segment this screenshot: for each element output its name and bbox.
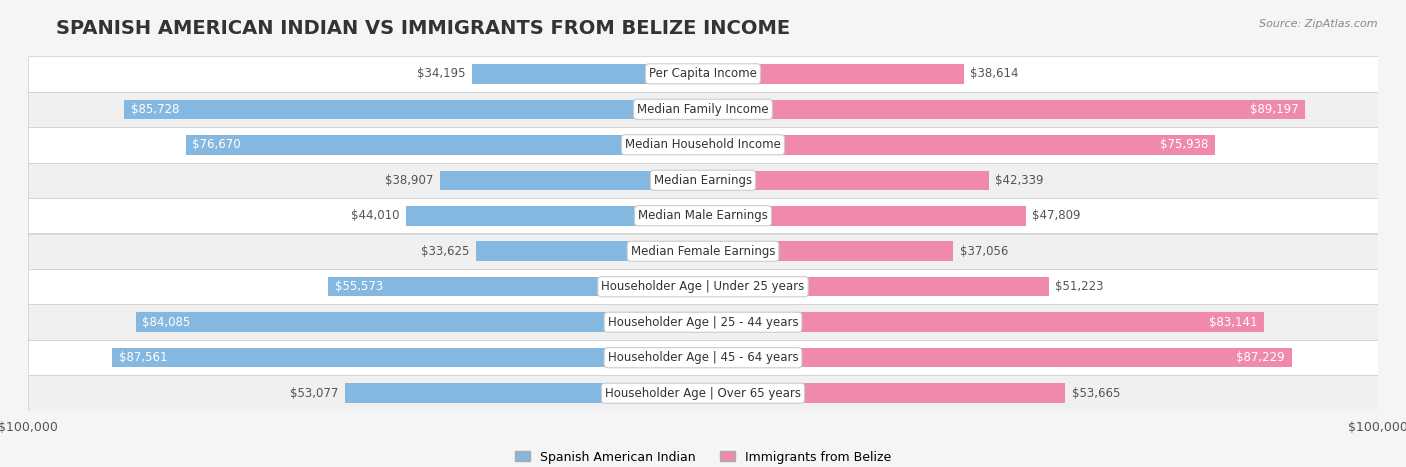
Text: $85,728: $85,728 bbox=[131, 103, 180, 116]
Text: $55,573: $55,573 bbox=[335, 280, 382, 293]
Bar bbox=[135, 312, 703, 332]
Bar bbox=[28, 304, 1378, 340]
Text: Per Capita Income: Per Capita Income bbox=[650, 67, 756, 80]
Text: $53,077: $53,077 bbox=[290, 387, 337, 400]
Text: Householder Age | Under 25 years: Householder Age | Under 25 years bbox=[602, 280, 804, 293]
Bar bbox=[344, 383, 703, 403]
Bar bbox=[703, 99, 1305, 119]
Bar bbox=[28, 375, 1378, 411]
Text: $51,223: $51,223 bbox=[1056, 280, 1104, 293]
Bar bbox=[703, 135, 1216, 155]
Bar bbox=[703, 170, 988, 190]
Bar bbox=[440, 170, 703, 190]
Text: $89,197: $89,197 bbox=[1250, 103, 1298, 116]
Text: $87,561: $87,561 bbox=[120, 351, 167, 364]
Bar bbox=[28, 198, 1378, 234]
Bar bbox=[112, 348, 703, 368]
Text: Median Family Income: Median Family Income bbox=[637, 103, 769, 116]
Text: SPANISH AMERICAN INDIAN VS IMMIGRANTS FROM BELIZE INCOME: SPANISH AMERICAN INDIAN VS IMMIGRANTS FR… bbox=[56, 19, 790, 38]
Bar bbox=[703, 206, 1025, 226]
Bar bbox=[28, 127, 1378, 163]
Bar bbox=[328, 277, 703, 297]
Bar bbox=[28, 269, 1378, 304]
Text: $37,056: $37,056 bbox=[960, 245, 1008, 258]
Bar bbox=[703, 64, 963, 84]
Bar bbox=[703, 348, 1292, 368]
Text: Householder Age | 45 - 64 years: Householder Age | 45 - 64 years bbox=[607, 351, 799, 364]
Bar bbox=[703, 383, 1066, 403]
Text: Source: ZipAtlas.com: Source: ZipAtlas.com bbox=[1260, 19, 1378, 28]
Bar bbox=[125, 99, 703, 119]
Text: $75,938: $75,938 bbox=[1160, 138, 1209, 151]
Text: $34,195: $34,195 bbox=[418, 67, 465, 80]
Bar bbox=[703, 312, 1264, 332]
Legend: Spanish American Indian, Immigrants from Belize: Spanish American Indian, Immigrants from… bbox=[509, 446, 897, 467]
Bar bbox=[28, 92, 1378, 127]
Text: $33,625: $33,625 bbox=[420, 245, 470, 258]
Text: Householder Age | Over 65 years: Householder Age | Over 65 years bbox=[605, 387, 801, 400]
Bar bbox=[28, 56, 1378, 92]
Text: $87,229: $87,229 bbox=[1236, 351, 1285, 364]
Text: Householder Age | 25 - 44 years: Householder Age | 25 - 44 years bbox=[607, 316, 799, 329]
Text: Median Household Income: Median Household Income bbox=[626, 138, 780, 151]
Bar bbox=[406, 206, 703, 226]
Text: $38,614: $38,614 bbox=[970, 67, 1019, 80]
Text: $84,085: $84,085 bbox=[142, 316, 191, 329]
Bar bbox=[28, 234, 1378, 269]
Text: $42,339: $42,339 bbox=[995, 174, 1045, 187]
Text: $44,010: $44,010 bbox=[350, 209, 399, 222]
Bar bbox=[477, 241, 703, 261]
Text: Median Female Earnings: Median Female Earnings bbox=[631, 245, 775, 258]
Bar bbox=[703, 277, 1049, 297]
Bar bbox=[28, 163, 1378, 198]
Bar bbox=[186, 135, 703, 155]
Text: Median Earnings: Median Earnings bbox=[654, 174, 752, 187]
Bar bbox=[703, 241, 953, 261]
Text: $38,907: $38,907 bbox=[385, 174, 433, 187]
Bar bbox=[28, 340, 1378, 375]
Text: $53,665: $53,665 bbox=[1071, 387, 1121, 400]
Text: $83,141: $83,141 bbox=[1209, 316, 1257, 329]
Text: Median Male Earnings: Median Male Earnings bbox=[638, 209, 768, 222]
Text: $76,670: $76,670 bbox=[193, 138, 240, 151]
Bar bbox=[472, 64, 703, 84]
Text: $47,809: $47,809 bbox=[1032, 209, 1081, 222]
